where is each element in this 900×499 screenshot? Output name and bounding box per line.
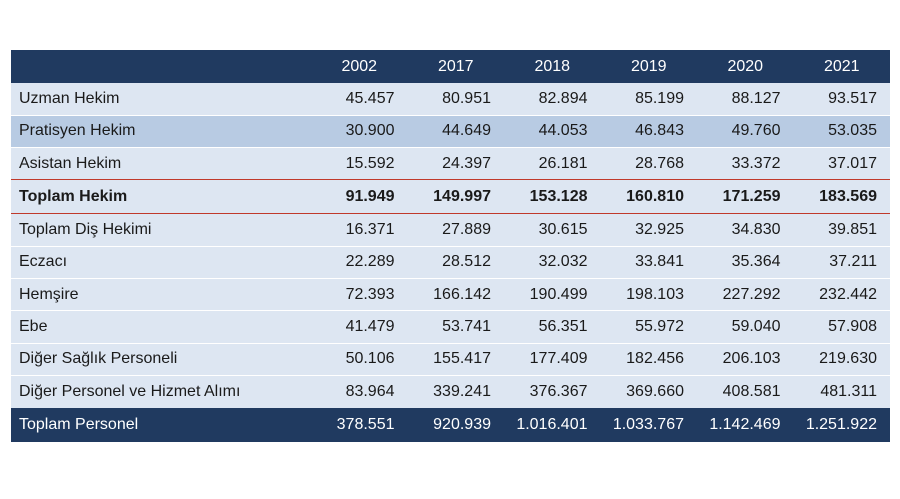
personnel-table: 2002 2017 2018 2019 2020 2021 Uzman Heki… [11, 50, 890, 442]
table-cell: 339.241 [433, 382, 491, 400]
total-doctors-row: Toplam Hekim 91.949 149.997 153.128 160.… [11, 179, 890, 214]
row-label: Toplam Hekim [19, 187, 128, 205]
table-cell: 55.972 [600, 310, 697, 344]
table-row: Asistan Hekim 15.592 24.397 26.181 28.76… [11, 147, 890, 180]
table-cell: 155.417 [407, 343, 504, 376]
table-cell: 22.289 [311, 246, 408, 279]
table-cell: 166.142 [407, 278, 504, 312]
table-cell: 37.017 [828, 154, 877, 172]
table-cell: 171.259 [722, 187, 781, 205]
table-cell: 33.372 [731, 154, 781, 172]
table-cell: 32.925 [600, 213, 697, 247]
table-cell: 481.311 [820, 382, 877, 400]
table-cell: 920.939 [433, 415, 491, 433]
table-cell: 24.397 [442, 154, 491, 172]
table-cell: 206.103 [697, 343, 794, 376]
table-cell: 232.442 [793, 278, 890, 312]
table-cell: 1.033.767 [612, 415, 684, 433]
row-label: Diğer Sağlık Personeli [11, 343, 311, 376]
table-cell: 44.649 [407, 115, 504, 149]
table-cell: 46.843 [600, 115, 697, 149]
table-cell: 26.181 [538, 154, 588, 172]
year-header: 2018 [534, 57, 571, 75]
personnel-table-container: 2002 2017 2018 2019 2020 2021 Uzman Heki… [11, 50, 890, 447]
table-cell: 39.851 [793, 213, 890, 247]
table-cell: 198.103 [600, 278, 697, 312]
table-cell: 1.142.469 [709, 415, 781, 433]
year-header: 2017 [437, 57, 474, 75]
table-row: Diğer Sağlık Personeli 50.106 155.417 17… [11, 343, 890, 376]
year-header: 2019 [630, 57, 667, 75]
table-cell: 83.964 [345, 382, 395, 400]
table-cell: 28.768 [635, 154, 684, 172]
table-row: Hemşire 72.393 166.142 190.499 198.103 2… [11, 278, 890, 312]
table-cell: 44.053 [504, 115, 601, 149]
table-cell: 153.128 [529, 187, 588, 205]
row-label: Toplam Diş Hekimi [11, 213, 311, 247]
total-personnel-row: Toplam Personel 378.551 920.939 1.016.40… [11, 407, 890, 442]
table-cell: 88.127 [697, 83, 794, 116]
table-cell: 41.479 [311, 310, 408, 344]
table-cell: 53.741 [407, 310, 504, 344]
year-header: 2002 [341, 57, 378, 75]
table-cell: 28.512 [407, 246, 504, 279]
row-label: Diğer Personel ve Hizmet Alımı [19, 382, 241, 400]
table-cell: 149.997 [433, 187, 491, 205]
table-cell: 53.035 [793, 115, 890, 149]
table-row: Ebe 41.479 53.741 56.351 55.972 59.040 5… [11, 310, 890, 344]
table-row: Diğer Personel ve Hizmet Alımı 83.964 33… [11, 375, 890, 408]
row-label: Toplam Personel [19, 415, 139, 433]
table-row: Uzman Hekim 45.457 80.951 82.894 85.199 … [11, 83, 890, 116]
table-cell: 16.371 [311, 213, 408, 247]
table-cell: 369.660 [626, 382, 684, 400]
table-cell: 183.569 [819, 187, 877, 205]
table-cell: 56.351 [504, 310, 601, 344]
table-cell: 30.900 [311, 115, 408, 149]
table-row: Eczacı 22.289 28.512 32.032 33.841 35.36… [11, 246, 890, 279]
row-label: Ebe [11, 310, 311, 344]
table-cell: 376.367 [529, 382, 588, 400]
table-cell: 50.106 [311, 343, 408, 376]
table-cell: 59.040 [697, 310, 794, 344]
table-cell: 34.830 [697, 213, 794, 247]
table-cell: 72.393 [311, 278, 408, 312]
table-cell: 219.630 [793, 343, 890, 376]
table-cell: 45.457 [311, 83, 408, 116]
table-cell: 33.841 [600, 246, 697, 279]
table-cell: 35.364 [697, 246, 794, 279]
table-cell: 1.251.922 [805, 415, 877, 433]
table-cell: 37.211 [793, 246, 890, 279]
row-label: Eczacı [11, 246, 311, 279]
table-cell: 160.810 [626, 187, 684, 205]
table-cell: 91.949 [345, 187, 395, 205]
table-cell: 80.951 [407, 83, 504, 116]
table-cell: 85.199 [600, 83, 697, 116]
table-cell: 27.889 [407, 213, 504, 247]
table-cell: 408.581 [722, 382, 781, 400]
table-header-row: 2002 2017 2018 2019 2020 2021 [11, 50, 890, 83]
year-header: 2020 [727, 57, 764, 75]
row-label: Asistan Hekim [19, 154, 122, 172]
table-cell: 1.016.401 [516, 415, 588, 433]
table-cell: 57.908 [793, 310, 890, 344]
table-row: Pratisyen Hekim 30.900 44.649 44.053 46.… [11, 115, 890, 149]
table-cell: 30.615 [504, 213, 601, 247]
table-cell: 32.032 [504, 246, 601, 279]
header-label-cell [11, 50, 311, 83]
table-cell: 182.456 [600, 343, 697, 376]
row-label: Hemşire [11, 278, 311, 312]
table-row: Toplam Diş Hekimi 16.371 27.889 30.615 3… [11, 213, 890, 247]
year-header: 2021 [823, 57, 860, 75]
table-cell: 190.499 [504, 278, 601, 312]
table-cell: 82.894 [504, 83, 601, 116]
table-cell: 93.517 [793, 83, 890, 116]
table-cell: 227.292 [697, 278, 794, 312]
table-cell: 49.760 [697, 115, 794, 149]
table-cell: 378.551 [336, 415, 395, 433]
table-cell: 177.409 [504, 343, 601, 376]
row-label: Uzman Hekim [11, 83, 311, 116]
table-cell: 15.592 [345, 154, 395, 172]
row-label: Pratisyen Hekim [11, 115, 311, 149]
